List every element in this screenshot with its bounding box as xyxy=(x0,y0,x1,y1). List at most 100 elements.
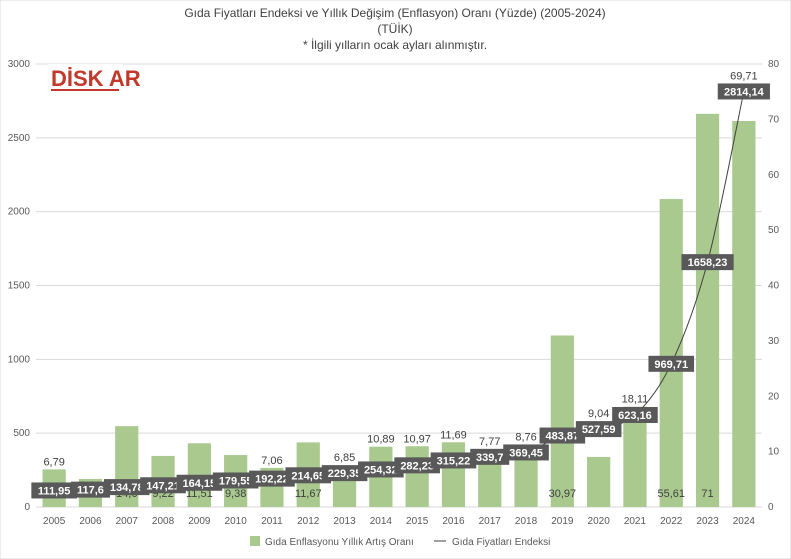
line-data-label: 179,55 xyxy=(219,475,253,487)
bar-data-label: 69,71 xyxy=(730,70,758,82)
x-tick-label: 2010 xyxy=(225,516,248,527)
x-tick-label: 2016 xyxy=(442,516,465,527)
y-left-tick-label: 2000 xyxy=(8,207,31,218)
bar xyxy=(550,335,574,507)
y-right-tick-label: 10 xyxy=(768,447,780,458)
x-tick-label: 2008 xyxy=(152,516,175,527)
line-label-box xyxy=(394,457,440,474)
y-left-tick-label: 500 xyxy=(13,428,30,439)
line-label-box xyxy=(140,477,186,494)
bar xyxy=(659,199,683,507)
line-data-label: 315,22 xyxy=(437,455,471,467)
line-labels: 111,95 117,6 134,78 147,21 164,15 179,55 192,2… xyxy=(31,83,770,499)
x-tick-label: 2013 xyxy=(333,516,356,527)
x-tick-label: 2006 xyxy=(79,516,102,527)
bar xyxy=(405,446,429,507)
legend-label-line: Gıda Fiyatları Endeksi xyxy=(452,537,550,548)
y-left-tick-label: 2500 xyxy=(8,133,31,144)
bar xyxy=(732,120,756,508)
bar xyxy=(441,442,466,507)
line-label-box xyxy=(430,452,477,469)
y-right-tick-label: 50 xyxy=(768,225,780,236)
line-label-box xyxy=(681,254,734,271)
line-label-box xyxy=(717,83,770,100)
axes: 0 500 1000 1500 2000 2500 3000 0 10 20 30 40 50 60 70 8… xyxy=(8,59,780,527)
chart-subtitle-source: (TÜİK) xyxy=(377,22,412,36)
y-left-tick-label: 1500 xyxy=(8,281,31,292)
x-tick-label: 2011 xyxy=(261,516,283,527)
line-data-label: 111,95 xyxy=(38,485,70,497)
line-label-box xyxy=(358,461,404,478)
y-left-tick-label: 0 xyxy=(24,502,30,513)
legend-swatch-bar xyxy=(250,536,260,546)
x-tick-label: 2009 xyxy=(188,516,211,527)
chart-title: Gıda Fiyatları Endeksi ve Yıllık Değişim… xyxy=(184,6,605,20)
x-tick-label: 2014 xyxy=(370,516,393,527)
y-right-tick-label: 70 xyxy=(768,114,780,125)
x-tick-label: 2012 xyxy=(297,516,320,527)
line-data-label: 229,35 xyxy=(328,468,362,480)
line-label-box xyxy=(212,472,259,489)
line-label-box xyxy=(575,421,622,438)
x-tick-label: 2018 xyxy=(515,516,538,527)
y-left-tick-label: 1000 xyxy=(8,354,31,365)
bar-data-label: 7,77 xyxy=(479,436,500,448)
line-label-box xyxy=(648,355,695,372)
x-tick-label: 2022 xyxy=(660,516,683,527)
diskar-logo: DİSK AR xyxy=(48,64,141,94)
bar-data-label: 30,97 xyxy=(549,488,577,500)
line-data-label: 623,16 xyxy=(618,410,652,422)
x-tick-label: 2005 xyxy=(43,516,66,527)
line-label-box xyxy=(285,467,332,484)
line-data-label: 969,71 xyxy=(654,359,688,371)
line-label-box xyxy=(321,465,368,482)
bar-data-label: 10,97 xyxy=(403,433,431,445)
y-right-tick-label: 80 xyxy=(768,59,780,70)
y-right-tick-label: 20 xyxy=(768,391,780,402)
y-right-tick-label: 40 xyxy=(768,281,780,292)
bar-data-label: 8,76 xyxy=(515,431,536,443)
line-data-label: 483,87 xyxy=(546,431,580,443)
logo-underline xyxy=(51,89,119,91)
line-label-box xyxy=(612,406,658,423)
line-data-label: 339,7 xyxy=(476,452,504,464)
line-label-box xyxy=(70,481,110,498)
line-data-label: 134,78 xyxy=(110,482,144,494)
x-tick-label: 2019 xyxy=(551,516,574,527)
line-data-label: 164,15 xyxy=(183,478,217,490)
bar-data-label: 71 xyxy=(701,488,713,500)
bar-data-label: 7,06 xyxy=(261,455,282,467)
line-label-box xyxy=(249,470,295,487)
bar-data-label: 10,89 xyxy=(367,434,395,446)
bar xyxy=(478,463,502,507)
bar-data-label: 9,38 xyxy=(225,488,246,500)
bar xyxy=(695,113,720,508)
y-right-tick-label: 60 xyxy=(768,170,780,181)
bar-data-label: 11,69 xyxy=(440,429,467,441)
x-tick-label: 2007 xyxy=(116,516,139,527)
bar-data-label: 11,67 xyxy=(295,488,322,500)
logo-text: DİSK AR xyxy=(51,66,141,91)
chart-subtitle-note: * İlgili yılların ocak ayları alınmıştır… xyxy=(303,38,487,52)
bar xyxy=(623,406,647,507)
line-data-label: 369,45 xyxy=(509,447,543,459)
x-tick-label: 2023 xyxy=(696,516,719,527)
y-left-tick-label: 3000 xyxy=(8,59,31,70)
line-data-label: 282,23 xyxy=(400,460,434,472)
legend-label-bar: Gıda Enflasyonu Yıllık Artış Oranı xyxy=(265,537,414,548)
line-data-label: 214,65 xyxy=(291,470,325,482)
bar-data-label: 55,61 xyxy=(657,488,685,500)
y-right-tick-label: 0 xyxy=(768,502,774,513)
line-label-box xyxy=(503,444,549,461)
legend: Gıda Enflasyonu Yıllık Artış Oranı Gıda … xyxy=(250,536,550,548)
x-tick-label: 2021 xyxy=(624,516,647,527)
line-data-label: 527,59 xyxy=(582,424,616,436)
line-data-label: 147,21 xyxy=(146,480,180,492)
bar-data-label: 11,51 xyxy=(186,488,213,500)
x-tick-label: 2020 xyxy=(588,516,611,527)
line-label-box xyxy=(176,474,223,491)
bar xyxy=(514,458,538,507)
bar-data-label: 9,04 xyxy=(588,408,609,420)
line-data-label: 192,22 xyxy=(255,474,289,486)
